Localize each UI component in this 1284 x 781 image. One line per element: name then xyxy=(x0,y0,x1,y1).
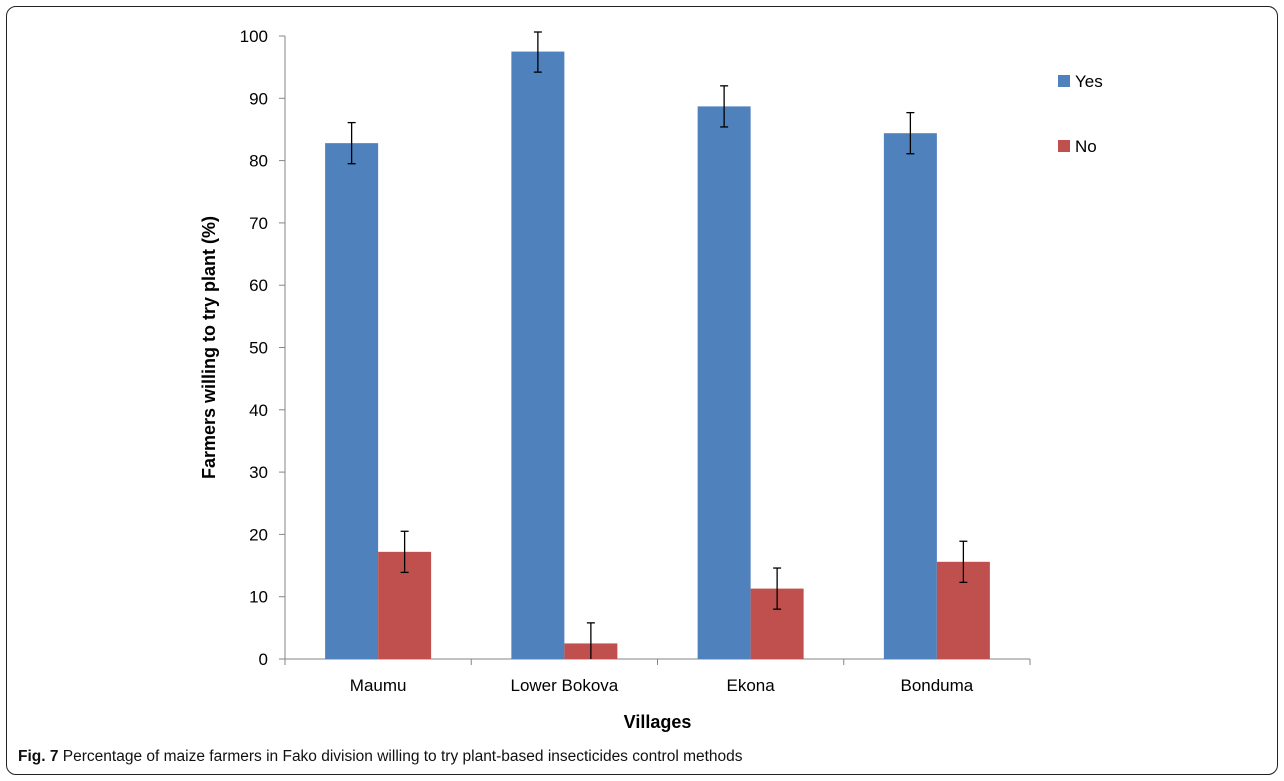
legend-swatch-yes xyxy=(1058,75,1070,87)
y-tick-label: 90 xyxy=(249,89,268,108)
x-tick-label: Maumu xyxy=(350,676,407,695)
y-tick-label: 60 xyxy=(249,276,268,295)
x-axis-title: Villages xyxy=(624,712,692,732)
x-tick-label: Ekona xyxy=(727,676,776,695)
figure-frame xyxy=(6,6,1278,775)
y-tick-label: 50 xyxy=(249,339,268,358)
y-tick-label: 20 xyxy=(249,525,268,544)
caption-label: Fig. 7 xyxy=(18,748,59,765)
x-tick-label: Lower Bokova xyxy=(511,676,619,695)
y-tick-label: 30 xyxy=(249,463,268,482)
figure-caption: Fig. 7 Percentage of maize farmers in Fa… xyxy=(18,748,743,766)
y-tick-label: 80 xyxy=(249,152,268,171)
y-tick-label: 40 xyxy=(249,401,268,420)
caption-text: Percentage of maize farmers in Fako divi… xyxy=(58,748,743,765)
legend-label-yes: Yes xyxy=(1075,72,1103,91)
legend-swatch-no xyxy=(1058,140,1070,152)
y-tick-label: 100 xyxy=(240,27,268,46)
bar-yes xyxy=(697,106,751,660)
y-tick-label: 10 xyxy=(249,588,268,607)
x-tick-label: Bonduma xyxy=(900,676,973,695)
y-axis-title: Farmers willing to try plant (%) xyxy=(199,216,219,479)
bar-chart: 0 10 20 30 40 50 60 70 80 90 100 Maumu Lower Bokova E… xyxy=(199,27,1103,732)
y-tick-label: 0 xyxy=(259,650,268,669)
bar-yes xyxy=(325,143,379,659)
bar-yes xyxy=(883,133,937,660)
legend-label-no: No xyxy=(1075,137,1097,156)
bar-yes xyxy=(511,51,565,659)
y-tick-label: 70 xyxy=(249,214,268,233)
